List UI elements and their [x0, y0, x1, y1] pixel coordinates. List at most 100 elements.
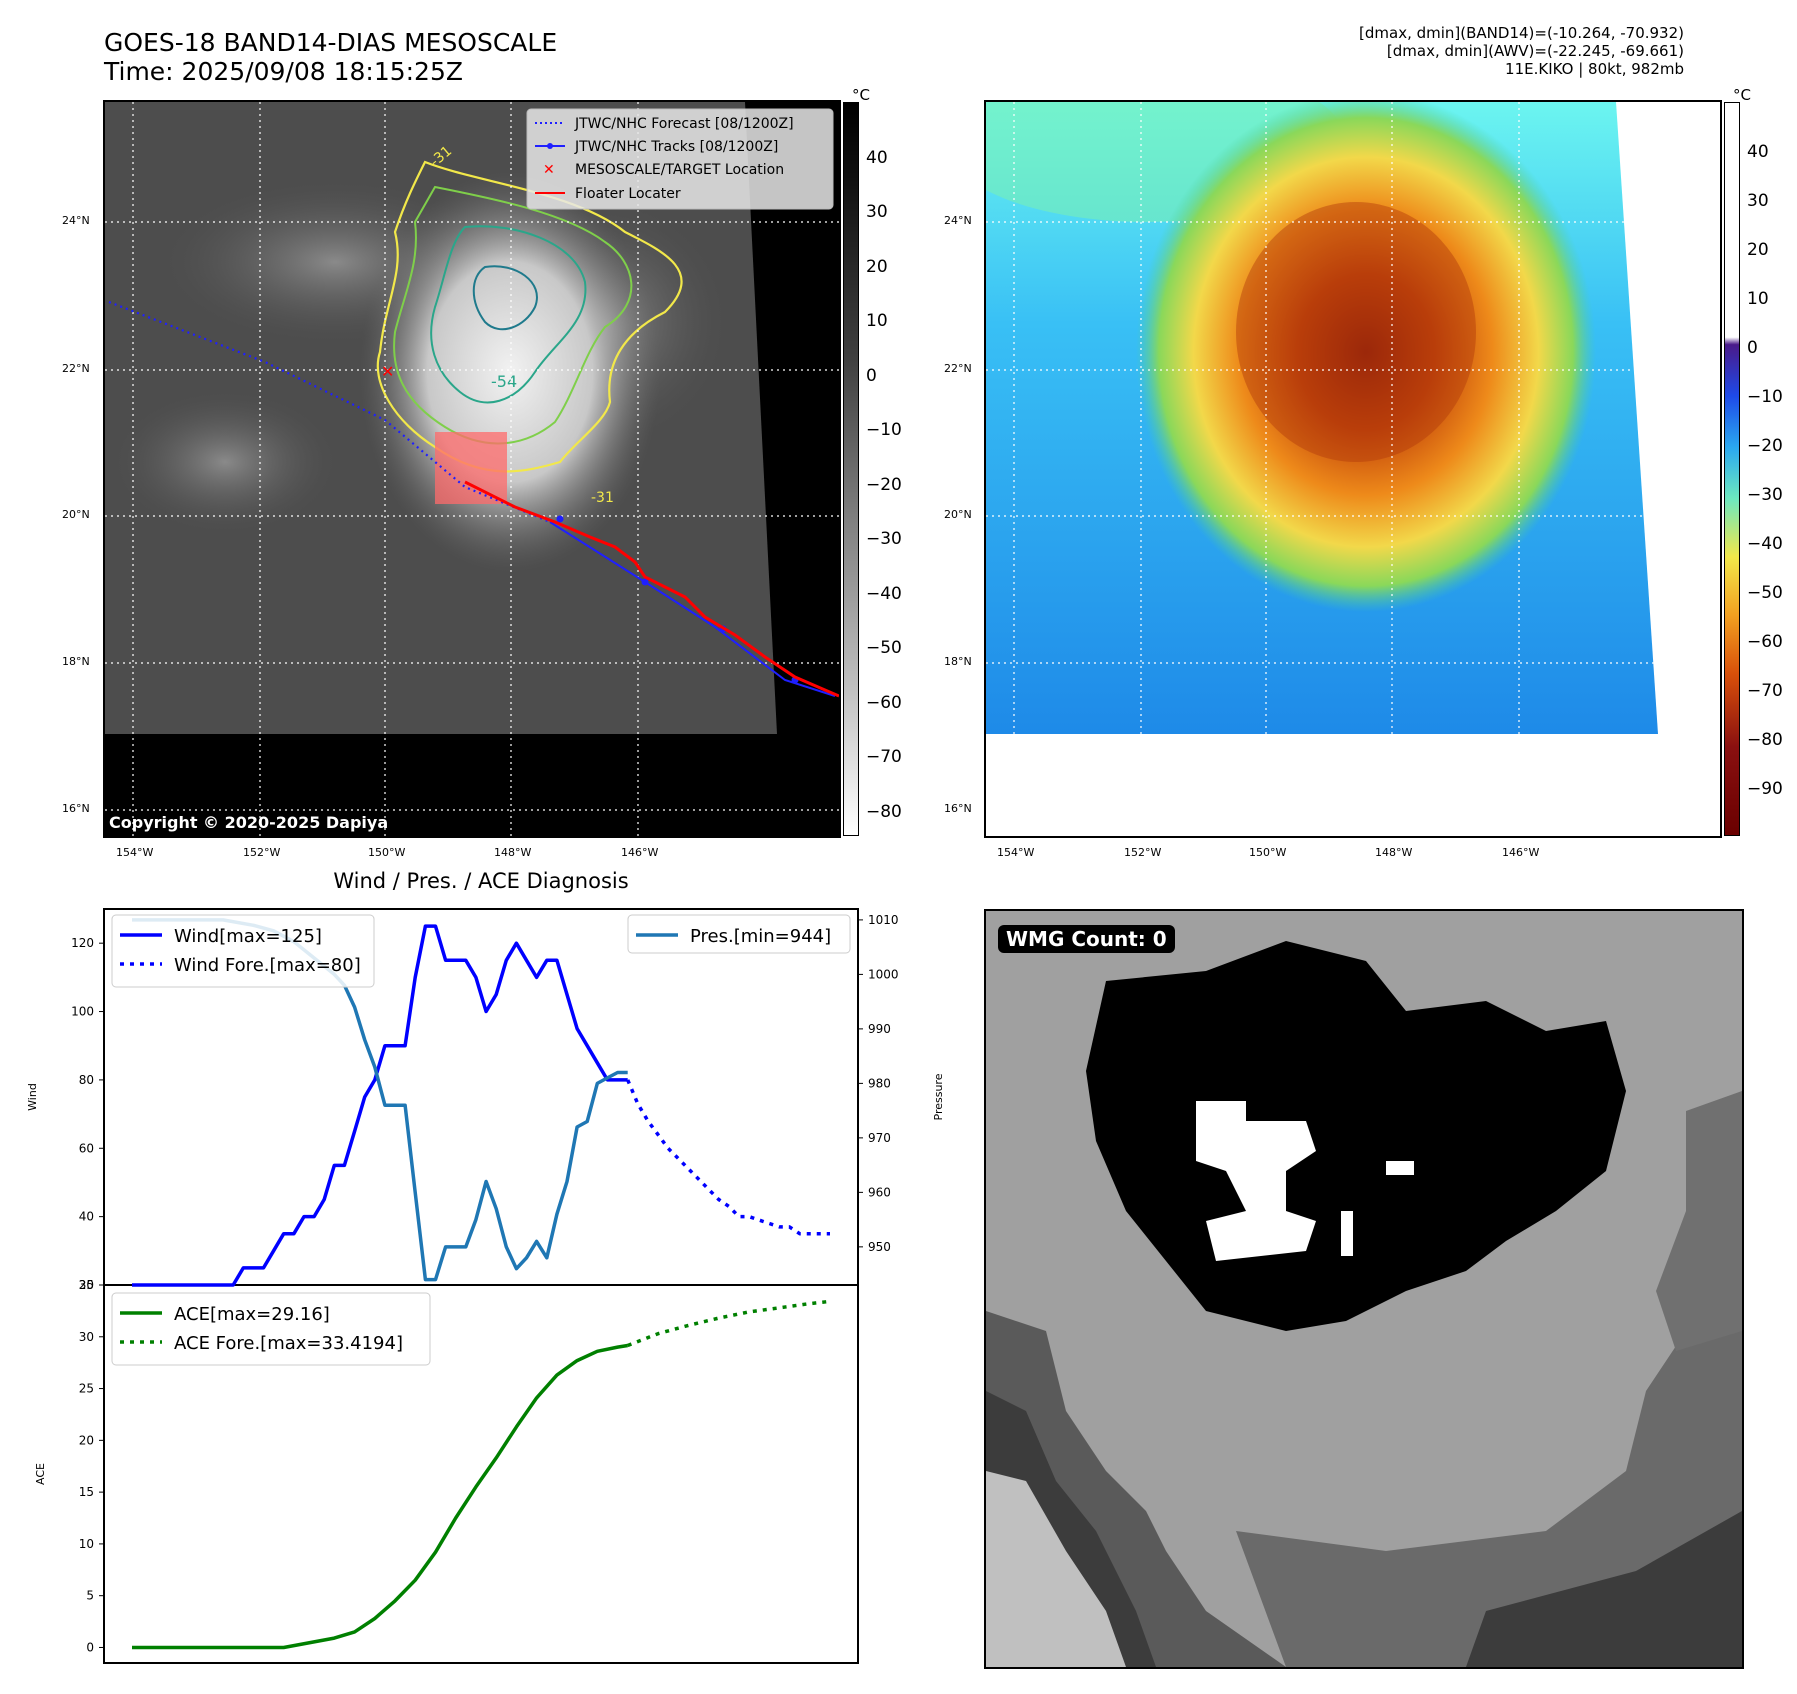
cb-tick: −30 [866, 529, 902, 549]
cb-tick: 10 [1747, 289, 1769, 309]
lon-tick: 148°W [1375, 846, 1413, 859]
cb-tick: 20 [866, 257, 888, 277]
lat-tick: 18°N [944, 655, 972, 668]
pressure-tick-label: 990 [868, 1022, 891, 1036]
pres-series-line [132, 918, 628, 1282]
wind-tick-label: 20 [79, 1278, 94, 1292]
ace-tick-label: 20 [79, 1433, 94, 1447]
pressure-tick-label: 970 [868, 1131, 891, 1145]
ace-fore-series-line [627, 1299, 831, 1348]
awv-map [986, 102, 1720, 836]
ace-tick-label: 0 [86, 1640, 94, 1654]
cb-tick: −60 [866, 693, 902, 713]
ace-tick-label: 25 [79, 1382, 94, 1396]
wind-axis-label: Wind [26, 1083, 39, 1111]
lon-tick: 152°W [243, 846, 281, 859]
wind-tick-label: 60 [79, 1141, 94, 1155]
cb-tick: 30 [866, 202, 888, 222]
contour-teal [430, 225, 587, 404]
wind-tick-label: 100 [71, 1005, 94, 1019]
wmg-image [986, 941, 1742, 1667]
awv-gridlines [986, 102, 1720, 836]
lon-tick: 146°W [1502, 846, 1540, 859]
info-line3: 11E.KIKO | 80kt, 982mb [1505, 60, 1684, 78]
wmg-region-darker [1466, 1511, 1742, 1667]
lat-tick: 18°N [62, 655, 90, 668]
cb-tick: 0 [866, 366, 877, 386]
wind-tick-label: 40 [79, 1210, 94, 1224]
ace-tick-label: 5 [86, 1589, 94, 1603]
cb-tick: 40 [1747, 142, 1769, 162]
ir-colorbar-ticks: 40 30 20 10 0 −10 −20 −30 −40 −50 −60 −7… [866, 102, 916, 834]
ace-axes-frame [103, 1284, 859, 1664]
cb-tick: −70 [866, 747, 902, 767]
forecast-track [108, 300, 551, 524]
lat-tick: 20°N [62, 508, 90, 521]
contour-label: -54 [491, 372, 517, 391]
pressure-axis-label: Pressure [932, 1073, 945, 1120]
wmg-count-label: WMG Count: 0 [998, 925, 1175, 953]
copyright-text: Copyright © 2020-2025 Dapiya [109, 813, 389, 832]
wind-legend-box [111, 914, 375, 988]
figure-title: GOES-18 BAND14-DIAS MESOSCALE Time: 2025… [104, 28, 557, 86]
ir-colorbar [843, 102, 859, 836]
contour-yellow [376, 160, 683, 473]
cb-tick: 10 [866, 311, 888, 331]
ir-colorbar-unit: °C [852, 86, 870, 104]
wmg-region-mid [1236, 1291, 1742, 1667]
lon-tick: 154°W [997, 846, 1035, 859]
lon-tick: 150°W [368, 846, 406, 859]
chart-title: Wind / Pres. / ACE Diagnosis [333, 869, 628, 893]
legend-floater-label: Floater Locater [575, 186, 681, 202]
storm-info: [dmax, dmin](BAND14)=(-10.264, -70.932) … [1359, 24, 1684, 78]
lat-tick: 24°N [944, 214, 972, 227]
target-marker-icon: ✕ [381, 362, 394, 381]
lat-tick: 24°N [62, 214, 90, 227]
cb-tick: −80 [1747, 730, 1783, 750]
lat-tick: 16°N [944, 802, 972, 815]
contour-green [393, 185, 633, 445]
contour-label: -31 [591, 490, 614, 506]
wmg-coldest-region [1341, 1211, 1353, 1256]
awv-map-panel [984, 100, 1722, 838]
lon-tick: 152°W [1124, 846, 1162, 859]
floater-locater-line [464, 480, 839, 698]
cb-tick: 20 [1747, 240, 1769, 260]
ace-tick-label: 35 [79, 1278, 94, 1292]
contour-blue [472, 265, 538, 331]
cb-tick: −20 [1747, 436, 1783, 456]
lon-tick: 154°W [116, 846, 154, 859]
pressure-tick-label: 950 [868, 1240, 891, 1254]
wind-series-line [132, 924, 628, 1287]
awv-storm [1136, 102, 1596, 612]
legend-ace-label: ACE[max=29.16] [174, 1304, 330, 1325]
lat-tick: 22°N [62, 362, 90, 375]
legend-target-icon: ✕ [543, 162, 555, 178]
cb-tick: −20 [866, 475, 902, 495]
lat-tick: 20°N [944, 508, 972, 521]
wind-tick-label: 80 [79, 1073, 94, 1087]
wind-tick-label: 120 [71, 936, 94, 950]
info-line1: [dmax, dmin](BAND14)=(-10.264, -70.932) [1359, 24, 1684, 42]
awv-colorbar [1724, 102, 1740, 836]
cb-tick: −10 [866, 420, 902, 440]
legend-target-label: MESOSCALE/TARGET Location [575, 162, 784, 178]
cb-tick: −30 [1747, 485, 1783, 505]
cb-tick: −70 [1747, 681, 1783, 701]
ace-tick-label: 10 [79, 1537, 94, 1551]
wmg-region-mid [1656, 1091, 1742, 1351]
lon-tick: 150°W [1249, 846, 1287, 859]
lat-tick: 16°N [62, 802, 90, 815]
cb-tick: −50 [866, 638, 902, 658]
info-line2: [dmax, dmin](AWV)=(-22.245, -69.661) [1386, 42, 1684, 60]
legend-wind-forecast-label: Wind Fore.[max=80] [174, 955, 361, 976]
legend-pressure-label: Pres.[min=944] [690, 926, 831, 947]
wmg-cold-region [1086, 941, 1626, 1331]
wmg-panel: WMG Count: 0 [984, 909, 1744, 1669]
cb-tick: 0 [1747, 338, 1758, 358]
awv-colorbar-unit: °C [1733, 86, 1751, 104]
cb-tick: −50 [1747, 583, 1783, 603]
cb-tick: −90 [1747, 779, 1783, 799]
awv-core [1236, 202, 1476, 462]
ace-tick-label: 15 [79, 1485, 94, 1499]
